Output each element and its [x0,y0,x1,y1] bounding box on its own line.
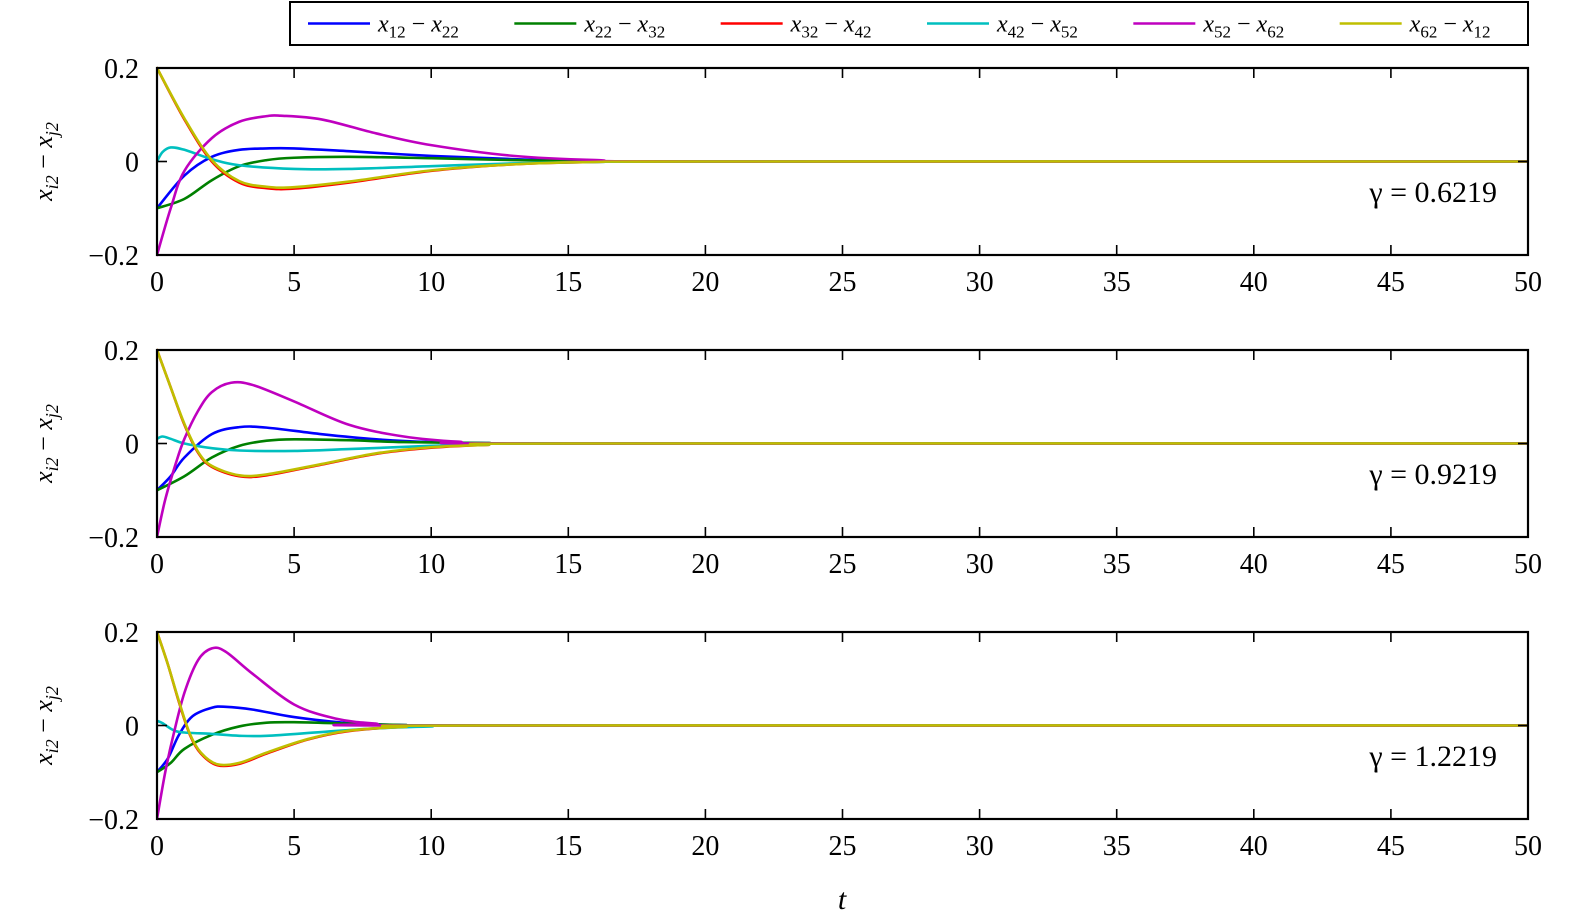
x-tick-label: 35 [1103,549,1131,580]
x-tick-label: 40 [1240,831,1268,862]
x-tick-label: 20 [691,831,719,862]
gamma-annotation: γ = 1.2219 [1368,740,1497,773]
x-tick-label: 35 [1103,831,1131,862]
x-tick-label: 25 [829,267,857,298]
gamma-annotation: γ = 0.6219 [1368,176,1497,209]
y-axis-label: xi2 − xj2 [29,122,62,202]
x-tick-label: 0 [150,549,164,580]
y-axis-label: xi2 − xj2 [29,686,62,766]
x-tick-label: 10 [417,549,445,580]
x-tick-label: 30 [966,267,994,298]
x-tick-label: 45 [1377,831,1405,862]
x-axis-label: t [838,883,847,916]
series-line-2 [157,155,1528,210]
series-line-3 [157,66,1528,191]
legend-entry-label: x52 − x62 [1202,12,1284,42]
x-tick-label: 5 [287,831,301,862]
x-tick-label: 30 [966,549,994,580]
x-tick-label: 5 [287,549,301,580]
panel-1: 0 5 10 15 20 25 30 35 40 45 50 −0.2 0 0.2 γ = 0.6219 xi… [29,54,1542,298]
series-line-1 [157,705,1528,774]
y-tick-label: 0 [125,712,139,743]
x-tick-label: 10 [417,831,445,862]
series-line-6 [157,630,1528,767]
x-tick-label: 40 [1240,549,1268,580]
series-line-1 [157,425,1528,492]
y-tick-label: −0.2 [88,241,139,272]
x-tick-label: 10 [417,267,445,298]
y-axis-label: xi2 − xj2 [29,404,62,484]
series-line-4 [157,146,1528,171]
x-tick-label: 45 [1377,267,1405,298]
x-tick-label: 15 [554,549,582,580]
series-lines [157,348,1528,539]
series-line-3 [157,348,1528,479]
series-line-6 [157,66,1528,190]
x-tick-label: 40 [1240,267,1268,298]
x-tick-label: 0 [150,267,164,298]
x-tick-label: 25 [829,549,857,580]
series-line-5 [157,646,1528,821]
series-line-5 [157,380,1528,539]
gamma-annotation: γ = 0.9219 [1368,458,1497,491]
x-tick-label: 20 [691,267,719,298]
panel-3: 0 5 10 15 20 25 30 35 40 45 50 −0.2 0 0.2 γ = 1.2219 xi… [29,618,1542,862]
legend-entry-label: x12 − x22 [377,12,459,42]
series-line-5 [157,114,1528,257]
x-tick-label: 15 [554,267,582,298]
x-tick-label: 50 [1514,267,1542,298]
legend-box [289,1,1529,46]
x-tick-label: 35 [1103,267,1131,298]
series-line-6 [157,348,1528,478]
x-tick-label: 20 [691,549,719,580]
legend-entry-label: x62 − x12 [1409,12,1491,42]
y-tick-label: 0.2 [104,336,139,367]
x-tick-label: 30 [966,831,994,862]
legend: x12 − x22 x22 − x32 x32 − x42 x42 − x52 x52 … [289,1,1529,46]
y-tick-label: 0.2 [104,54,139,85]
legend-entry-label: x32 − x42 [790,12,872,42]
series-line-3 [157,630,1528,768]
x-tick-label: 25 [829,831,857,862]
x-tick-label: 15 [554,831,582,862]
y-tick-label: −0.2 [88,805,139,836]
y-tick-label: 0 [125,430,139,461]
series-lines [157,630,1528,821]
legend-entry-label: x22 − x32 [583,12,665,42]
series-lines [157,66,1528,257]
x-tick-label: 5 [287,267,301,298]
y-tick-label: −0.2 [88,523,139,554]
x-tick-label: 45 [1377,549,1405,580]
x-tick-label: 50 [1514,549,1542,580]
panel-2: 0 5 10 15 20 25 30 35 40 45 50 −0.2 0 0.2 γ = 0.9219 xi… [29,336,1542,580]
legend-entry-label: x42 − x52 [996,12,1078,42]
y-tick-label: 0 [125,148,139,179]
series-line-2 [157,437,1528,492]
x-tick-label: 0 [150,831,164,862]
x-tick-label: 50 [1514,831,1542,862]
y-tick-label: 0.2 [104,618,139,649]
